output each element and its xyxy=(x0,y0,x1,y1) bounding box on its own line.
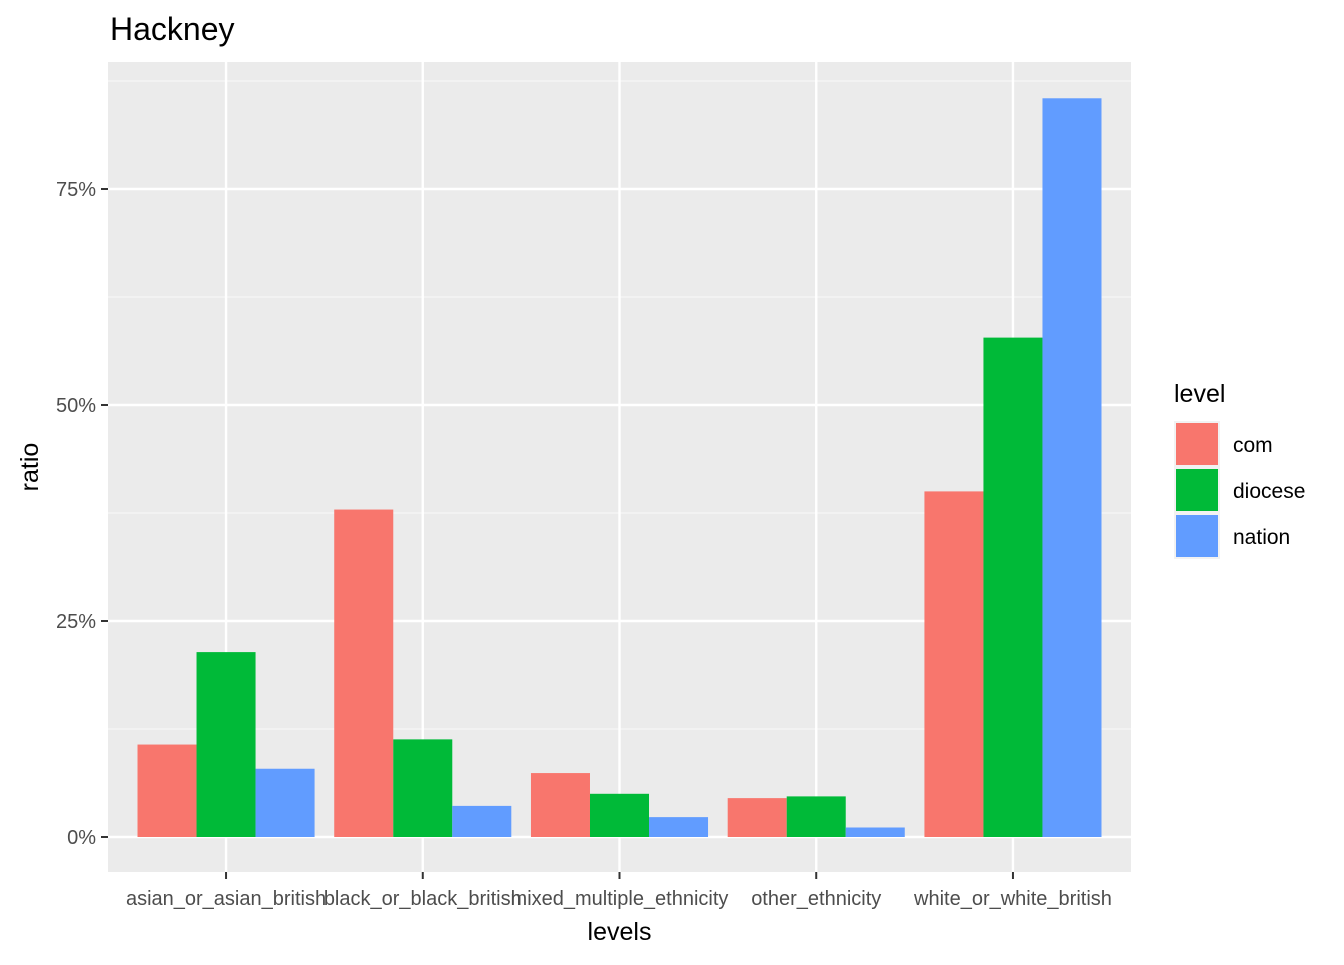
x-tick-label: black_or_black_british xyxy=(324,888,522,910)
bar-diocese-other_ethnicity xyxy=(786,796,846,837)
y-tick-label: 75% xyxy=(56,179,96,201)
y-axis-title: ratio xyxy=(16,443,44,492)
bar-diocese-black_or_black_british xyxy=(393,739,453,837)
y-axis: 0% 25% 50% 75% xyxy=(56,179,108,849)
bar-nation-black_or_black_british xyxy=(452,805,512,837)
bar-com-black_or_black_british xyxy=(334,509,394,837)
x-tick-label: other_ethnicity xyxy=(751,888,881,910)
legend-key-nation xyxy=(1176,515,1218,557)
bar-nation-other_ethnicity xyxy=(845,827,905,837)
bar-diocese-asian_or_asian_british xyxy=(196,652,256,837)
legend-key-diocese xyxy=(1176,469,1218,511)
bar-diocese-mixed_multiple_ethnicity xyxy=(589,793,650,837)
x-axis: asian_or_asian_britishblack_or_black_bri… xyxy=(126,872,1112,910)
x-tick-label: white_or_white_british xyxy=(913,888,1112,910)
legend-label-diocese: diocese xyxy=(1233,480,1305,503)
legend: level com diocese nation xyxy=(1174,380,1305,559)
y-tick-label: 0% xyxy=(67,827,96,849)
y-tick-label: 25% xyxy=(56,611,96,633)
chart-title: Hackney xyxy=(110,11,235,47)
bar-nation-asian_or_asian_british xyxy=(255,768,315,837)
bar-com-asian_or_asian_british xyxy=(137,744,197,837)
x-tick-label: mixed_multiple_ethnicity xyxy=(511,888,729,910)
y-tick-label: 50% xyxy=(56,395,96,417)
bar-diocese-white_or_white_british xyxy=(983,337,1043,837)
legend-items: com diocese nation xyxy=(1174,421,1305,559)
bars-layer xyxy=(137,98,1102,837)
legend-key-com xyxy=(1176,423,1218,465)
legend-label-nation: nation xyxy=(1233,526,1290,549)
bar-com-white_or_white_british xyxy=(924,491,984,837)
bar-nation-mixed_multiple_ethnicity xyxy=(649,817,709,837)
x-axis-title: levels xyxy=(588,918,652,946)
legend-label-com: com xyxy=(1233,434,1273,457)
x-tick-label: asian_or_asian_british xyxy=(126,888,326,910)
bar-nation-white_or_white_british xyxy=(1042,98,1102,837)
bar-com-other_ethnicity xyxy=(727,798,787,837)
bar-com-mixed_multiple_ethnicity xyxy=(530,773,590,837)
grid-layer xyxy=(108,62,1131,872)
legend-title: level xyxy=(1174,380,1225,408)
